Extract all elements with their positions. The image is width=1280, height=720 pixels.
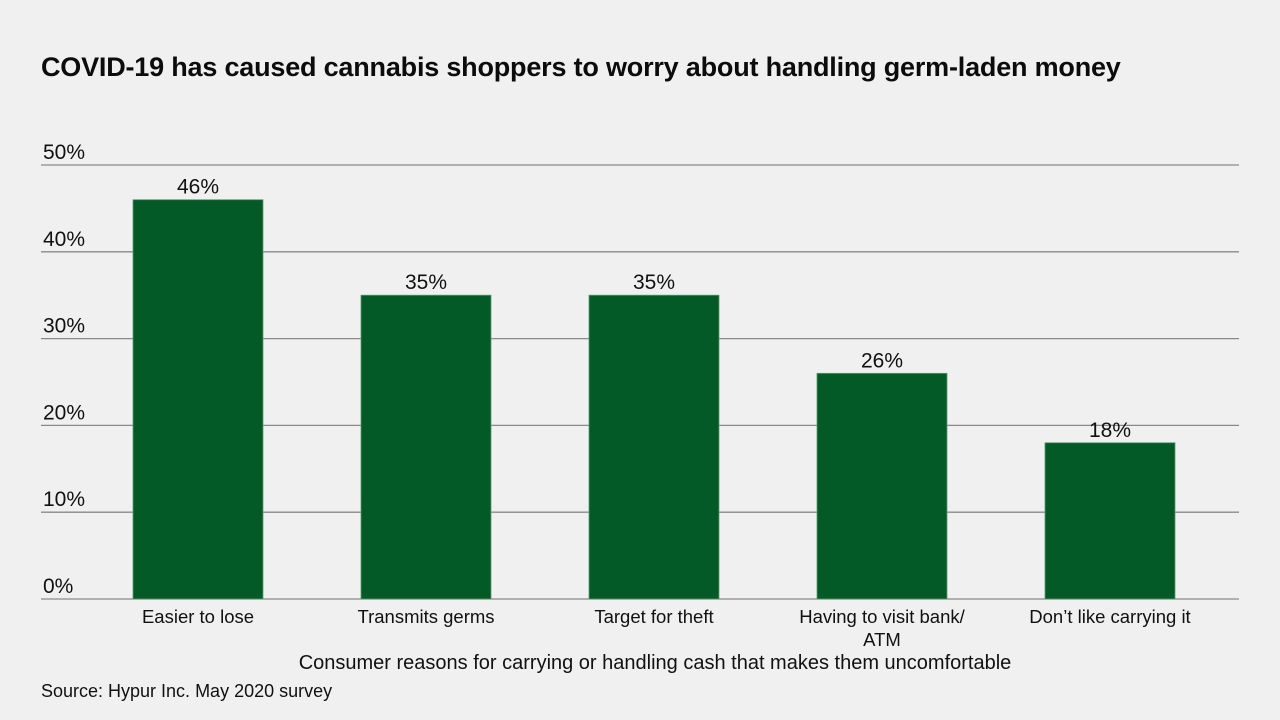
y-tick-label: 40%	[43, 228, 85, 251]
category-label: ATM	[863, 629, 901, 650]
category-label: Transmits germs	[357, 606, 494, 627]
bar	[1044, 442, 1176, 600]
chart-title: COVID-19 has caused cannabis shoppers to…	[41, 52, 1121, 82]
bar	[588, 294, 720, 600]
y-tick-label: 30%	[43, 315, 85, 338]
y-tick-label: 10%	[43, 488, 85, 511]
category-label: Easier to lose	[142, 606, 254, 627]
data-label: 35%	[633, 271, 675, 294]
category-labels: Easier to lose Transmits germs Target for …	[142, 606, 1191, 650]
bar	[816, 372, 948, 600]
source-note: Source: Hypur Inc. May 2020 survey	[41, 681, 333, 701]
y-tick-label: 0%	[43, 575, 73, 598]
y-axis-ticks: 0% 10% 20% 30% 40% 50%	[43, 141, 85, 598]
x-axis-label: Consumer reasons for carrying or handlin…	[298, 652, 1012, 674]
y-tick-label: 20%	[43, 401, 85, 424]
bar	[360, 294, 492, 600]
bar	[132, 199, 264, 600]
category-label: Having to visit bank/	[799, 606, 965, 627]
category-label: Target for theft	[594, 606, 713, 627]
bars	[132, 199, 1176, 600]
data-label: 46%	[177, 176, 219, 199]
data-labels: 46% 35% 35% 26% 18%	[177, 176, 1131, 442]
data-label: 26%	[861, 349, 903, 372]
data-label: 18%	[1089, 419, 1131, 442]
category-label: Don’t like carrying it	[1029, 606, 1190, 627]
data-label: 35%	[405, 271, 447, 294]
y-tick-label: 50%	[43, 141, 85, 164]
